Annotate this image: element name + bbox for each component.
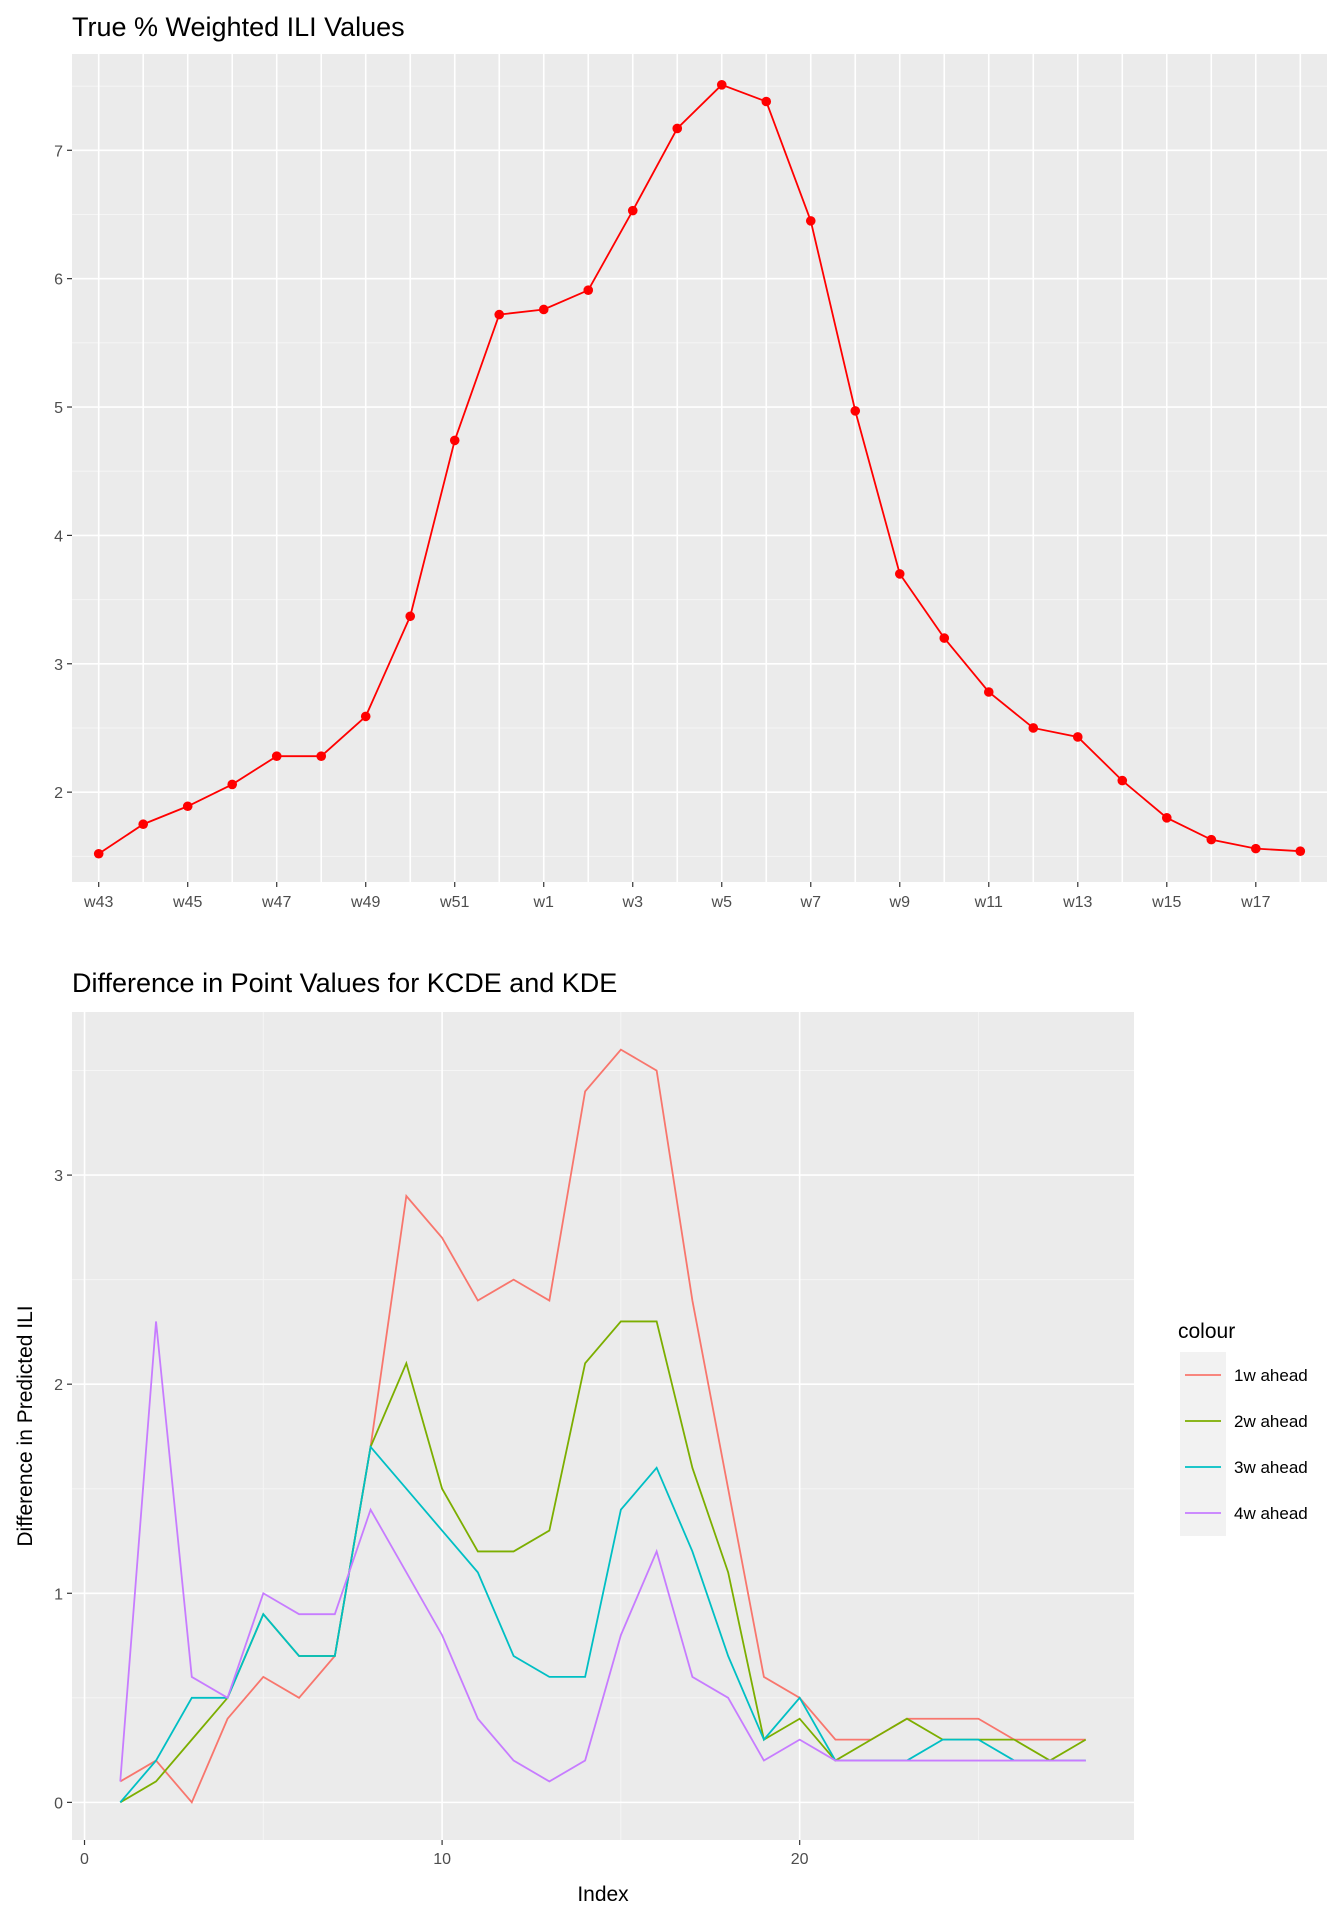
x-axis-title: Index <box>577 1883 629 1906</box>
data-point <box>1161 813 1172 823</box>
y-tick-label: 3 <box>54 657 63 674</box>
y-tick-label: 1 <box>54 1586 63 1603</box>
data-point <box>894 569 905 579</box>
data-point <box>1250 843 1261 854</box>
x-tick-label: w9 <box>889 894 911 911</box>
series-line-1w-ahead <box>119 1048 1086 1805</box>
x-tick-label: w13 <box>1062 894 1092 911</box>
x-tick-label: w3 <box>622 894 644 911</box>
data-point <box>1117 775 1128 786</box>
y-tick-label: 5 <box>54 400 63 417</box>
data-point <box>449 435 460 446</box>
x-tick-label: 20 <box>791 1851 809 1868</box>
data-point <box>182 801 193 812</box>
chart-ili: True % Weighted ILI Values 2 3 4 5 6 7 w43 w45… <box>54 12 1327 911</box>
data-point <box>1295 846 1306 856</box>
y-tick-label: 0 <box>54 1795 63 1812</box>
x-tick-label: w15 <box>1151 894 1181 911</box>
x-tick-label: w1 <box>533 894 555 911</box>
data-point <box>494 309 505 320</box>
chart-ili-series <box>98 83 1301 855</box>
chart-ili-plot-panel <box>72 54 1327 882</box>
x-tick-label: w17 <box>1240 894 1270 911</box>
data-point <box>1072 732 1083 742</box>
chart-difference-series <box>119 1048 1087 1805</box>
chart-difference-title: Difference in Point Values for KCDE and … <box>72 968 617 998</box>
data-point <box>761 96 772 107</box>
x-tick-label: w49 <box>350 894 380 911</box>
x-tick-label: 0 <box>80 1851 89 1868</box>
data-point <box>627 205 638 216</box>
x-tick-label: w11 <box>974 894 1003 911</box>
legend-label: 2w ahead <box>1234 1412 1308 1431</box>
data-point <box>939 633 950 643</box>
series-line-4w-ahead <box>119 1321 1086 1783</box>
x-tick-label: w5 <box>711 894 733 911</box>
chart-difference-y-axis: 0 1 2 3 <box>54 1168 72 1812</box>
legend-items: 1w ahead 2w ahead 3w ahead 4w ahead <box>1180 1352 1308 1536</box>
y-tick-label: 7 <box>54 143 63 160</box>
x-tick-label: w51 <box>439 894 469 911</box>
chart-difference-x-axis: 0 10 20 <box>80 1840 809 1868</box>
data-point <box>93 848 104 859</box>
y-axis-title: Difference in Predicted ILI <box>14 1305 37 1546</box>
chart-ili-title: True % Weighted ILI Values <box>72 12 405 42</box>
x-tick-label: 10 <box>433 1851 451 1868</box>
data-point <box>672 123 683 134</box>
chart-ili-y-axis: 2 3 4 5 6 7 <box>54 143 72 802</box>
y-tick-label: 4 <box>54 528 63 545</box>
x-tick-label: w45 <box>172 894 202 911</box>
data-point <box>1028 723 1039 733</box>
data-point <box>138 819 149 830</box>
data-point <box>716 80 727 90</box>
x-tick-label: w43 <box>83 894 113 911</box>
x-tick-label: w7 <box>800 894 822 911</box>
data-point <box>583 285 594 296</box>
chart-difference-plot-panel <box>72 1012 1134 1840</box>
series-line-ili <box>98 83 1301 855</box>
data-point <box>316 751 327 761</box>
chart-ili-gridlines <box>72 54 1327 882</box>
data-point <box>538 304 549 315</box>
legend: colour 1w ahead 2w ahead 3w ahead 4w ahead <box>1178 1320 1308 1536</box>
x-tick-label: w47 <box>261 894 291 911</box>
legend-label: 1w ahead <box>1234 1366 1308 1385</box>
chart-ili-points <box>93 80 1306 859</box>
y-tick-label: 6 <box>54 272 63 289</box>
data-point <box>405 611 416 622</box>
chart-difference: Difference in Point Values for KCDE and … <box>14 968 1308 1906</box>
y-tick-label: 3 <box>54 1168 63 1185</box>
y-tick-label: 2 <box>54 1377 63 1394</box>
data-point <box>805 216 816 226</box>
data-point <box>227 779 238 790</box>
data-point <box>360 711 371 722</box>
data-point <box>1206 834 1217 845</box>
legend-label: 4w ahead <box>1234 1504 1308 1523</box>
series-line-3w-ahead <box>119 1444 1086 1803</box>
data-point <box>983 687 994 697</box>
data-point <box>850 406 861 416</box>
y-tick-label: 2 <box>54 785 63 802</box>
legend-title: colour <box>1178 1320 1235 1343</box>
data-point <box>271 751 282 761</box>
chart-ili-x-axis: w43 w45 w47 w49 w51 w1 w3 w5 w7 w9 w11 w13 w15 w17 <box>83 882 1271 911</box>
legend-label: 3w ahead <box>1234 1458 1308 1477</box>
